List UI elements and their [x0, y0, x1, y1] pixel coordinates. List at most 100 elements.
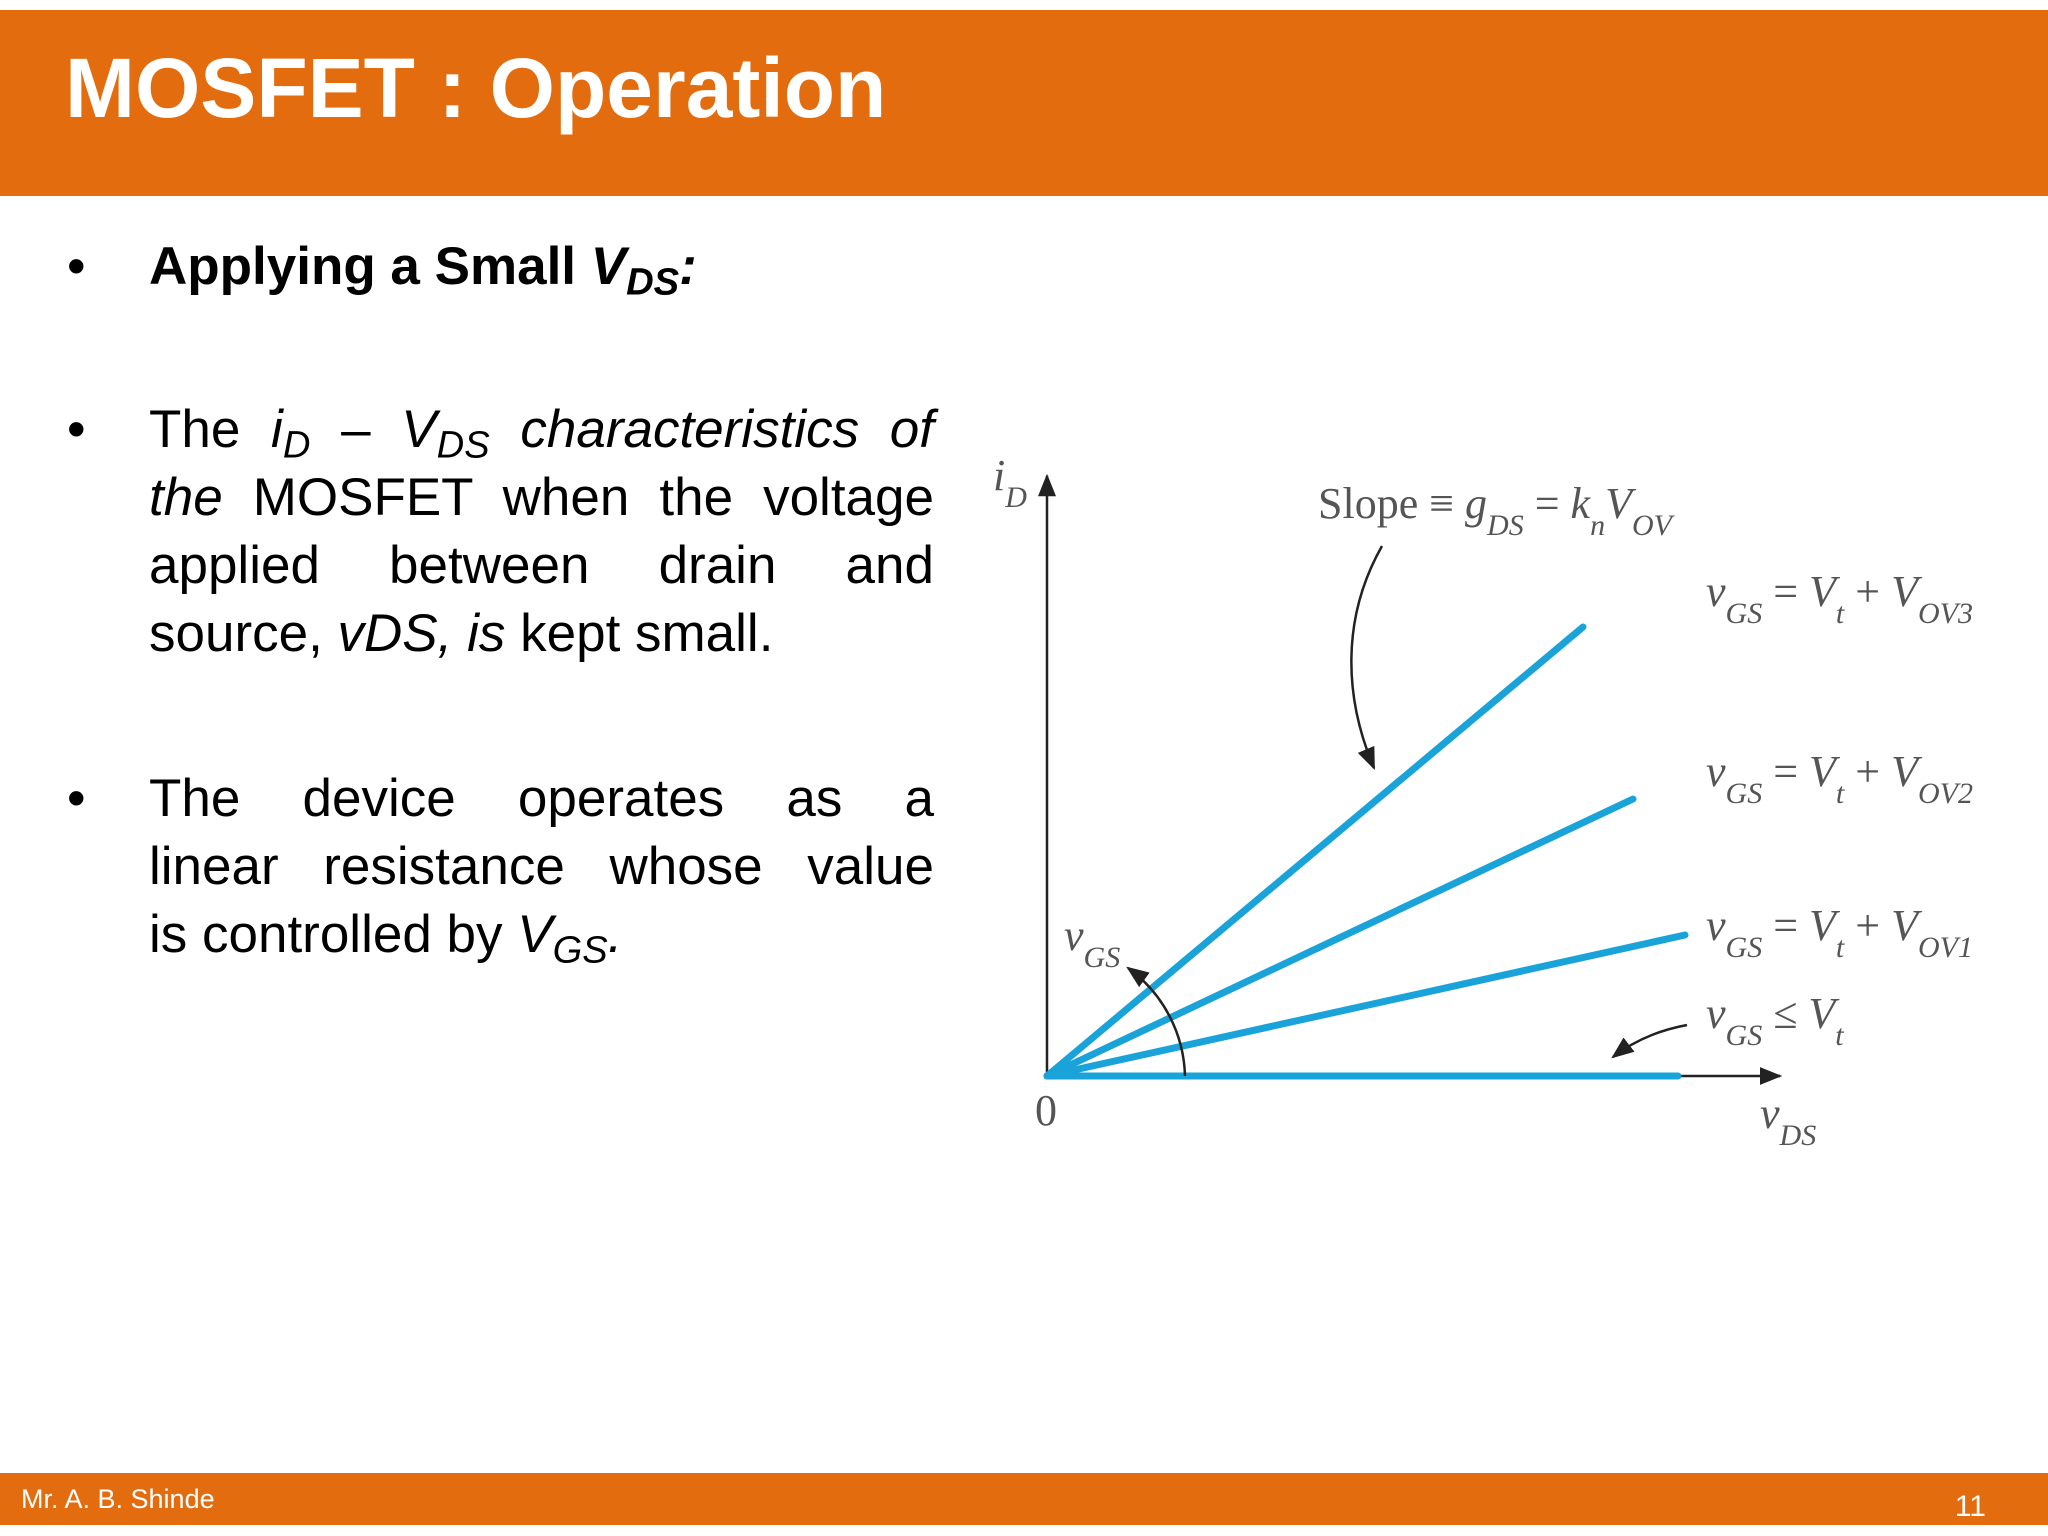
bullet: • The device operates as a linear resist…	[67, 765, 934, 972]
text: i	[271, 400, 283, 459]
curve	[1043, 931, 1689, 1080]
text: =	[1762, 901, 1809, 950]
text: MOSFET when the voltage	[222, 468, 934, 527]
text: V	[401, 400, 437, 459]
text: :	[679, 237, 697, 296]
page-number: 11	[1954, 1490, 1986, 1523]
text: =	[1762, 567, 1809, 616]
text-line: Applying a Small VDS:	[149, 233, 934, 304]
text: v	[1064, 911, 1084, 960]
text: Applying a Small	[149, 237, 591, 296]
subscript: GS	[1726, 777, 1763, 810]
text: +	[1844, 747, 1891, 796]
text: V	[590, 237, 627, 296]
curve	[1043, 795, 1637, 1080]
origin-label: 0	[1035, 1086, 1057, 1135]
footer-bar	[0, 1473, 2048, 1525]
text: V	[1891, 901, 1923, 950]
text: The device operates as a	[149, 769, 934, 828]
bullet: • Applying a Small VDS:	[67, 233, 934, 304]
text: –	[310, 400, 402, 459]
subscript: OV3	[1918, 597, 1973, 630]
text: V	[517, 905, 553, 964]
text: V	[1808, 989, 1840, 1038]
subscript: t	[1835, 1019, 1844, 1052]
subscript: DS	[1486, 509, 1524, 542]
text: characteristics of	[489, 400, 934, 459]
text: +	[1844, 901, 1891, 950]
text-line: The iD – VDS characteristics of	[149, 396, 934, 467]
text: v	[1706, 747, 1726, 796]
text: k	[1571, 479, 1592, 528]
text: =	[1524, 479, 1571, 528]
subscript: n	[1590, 509, 1605, 542]
subscript: t	[1836, 931, 1845, 964]
subscript: GS	[552, 928, 608, 972]
text: source,	[149, 604, 338, 663]
text: V	[1891, 567, 1923, 616]
text: g	[1465, 479, 1487, 528]
bullet-marker: •	[67, 237, 86, 296]
subscript: t	[1836, 777, 1845, 810]
text-line: applied between drain and	[149, 532, 934, 600]
curve-label: vGS = Vt + VOV2	[1706, 747, 1973, 810]
header-bar	[0, 10, 2048, 196]
text-line: the MOSFET when the voltage	[149, 464, 934, 532]
subscript: GS	[1084, 941, 1121, 974]
x-axis-label: vDS	[1760, 1089, 1816, 1152]
text: v	[1706, 567, 1726, 616]
subscript: t	[1836, 597, 1845, 630]
text: is controlled by	[149, 905, 518, 964]
subscript: DS	[626, 260, 680, 304]
angle-arrow	[1126, 966, 1187, 1077]
text: V	[1809, 747, 1841, 796]
text: v	[1706, 901, 1726, 950]
text-line: The device operates as a	[149, 765, 934, 833]
subscript: D	[1004, 481, 1027, 514]
subscript: GS	[1726, 931, 1763, 964]
footer-author: Mr. A. B. Shinde	[21, 1484, 215, 1514]
curve-label: vGS ≤ Vt	[1706, 989, 1844, 1052]
subscript: GS	[1726, 597, 1763, 630]
curve-label: vGS = Vt + VOV3	[1706, 567, 1973, 630]
threshold-arrow	[1611, 1023, 1688, 1059]
subscript: DS	[436, 423, 490, 467]
slope-arrow	[1350, 545, 1384, 771]
text: v	[1706, 989, 1726, 1038]
text: +	[1844, 567, 1891, 616]
subscript: OV2	[1918, 777, 1973, 810]
subscript: DS	[1779, 1119, 1817, 1152]
text: V	[1605, 479, 1637, 528]
slope-label: Slope ≡ gDS = knVOV	[1318, 479, 1676, 542]
bullet: • The iD – VDS characteristics of the MO…	[67, 396, 934, 668]
text: linear resistance whose value	[149, 837, 934, 896]
subscript: D	[282, 423, 311, 467]
text: applied between drain and	[149, 536, 934, 595]
subscript: OV1	[1918, 931, 1973, 964]
text: V	[1891, 747, 1923, 796]
text: kept small.	[505, 604, 774, 663]
y-axis-label: iD	[993, 451, 1027, 514]
text: v	[1760, 1089, 1780, 1138]
text-line: linear resistance whose value	[149, 833, 934, 901]
text: vDS, is	[337, 604, 506, 663]
curve-label: vGS = Vt + VOV1	[1706, 901, 1973, 964]
angle-label: vGS	[1064, 911, 1120, 974]
text: .	[607, 905, 623, 964]
text: the	[149, 468, 223, 527]
text: The	[149, 400, 272, 459]
text-line: source, vDS, is kept small.	[149, 600, 934, 668]
bullet-marker: •	[67, 400, 86, 459]
subscript: OV	[1632, 509, 1676, 542]
text: V	[1809, 901, 1841, 950]
bullet-marker: •	[67, 769, 86, 828]
text: =	[1762, 747, 1809, 796]
text: V	[1809, 567, 1841, 616]
text-line: is controlled by VGS.	[149, 901, 934, 972]
slide-title: MOSFET : Operation	[65, 41, 887, 135]
text: i	[993, 451, 1005, 500]
text: ≤	[1762, 989, 1808, 1038]
subscript: GS	[1726, 1019, 1763, 1052]
